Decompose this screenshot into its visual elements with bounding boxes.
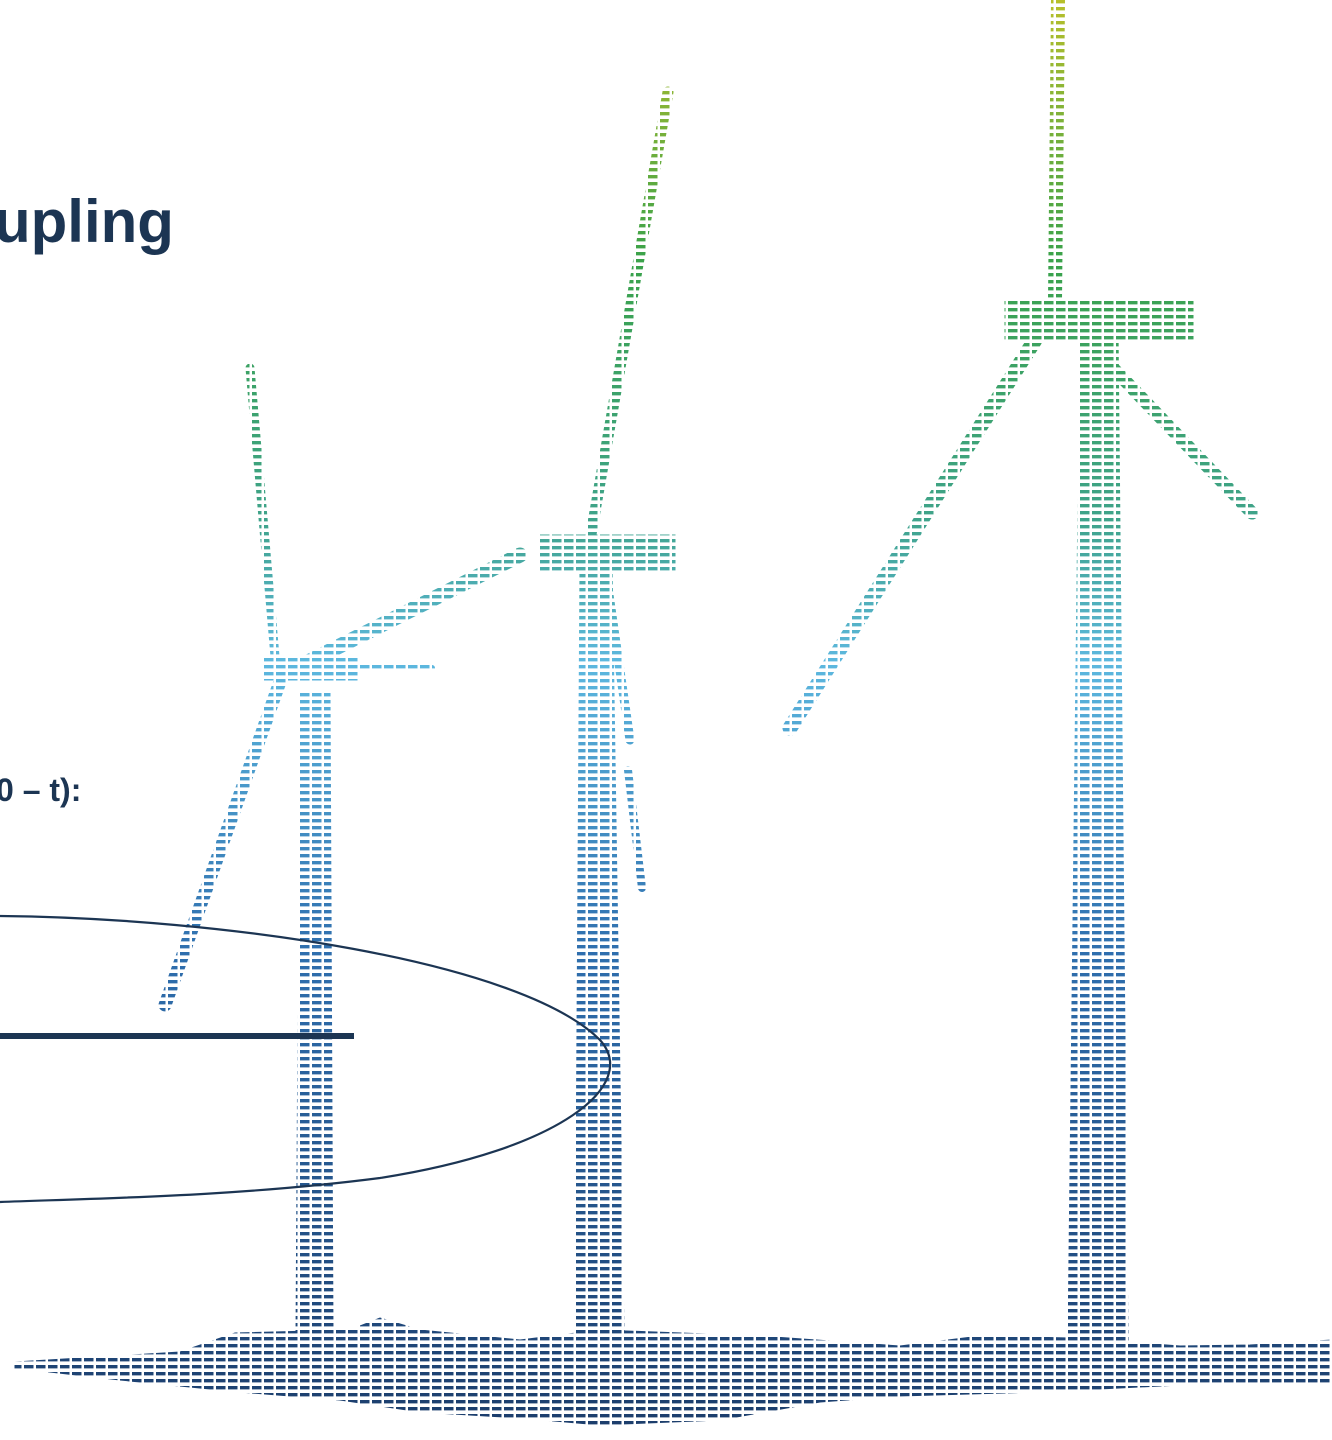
divider-line	[0, 1033, 354, 1039]
slide-title: upling	[0, 188, 174, 255]
slide-subtitle: 0 – t):	[0, 772, 82, 808]
highlight-ellipse	[0, 914, 612, 1204]
